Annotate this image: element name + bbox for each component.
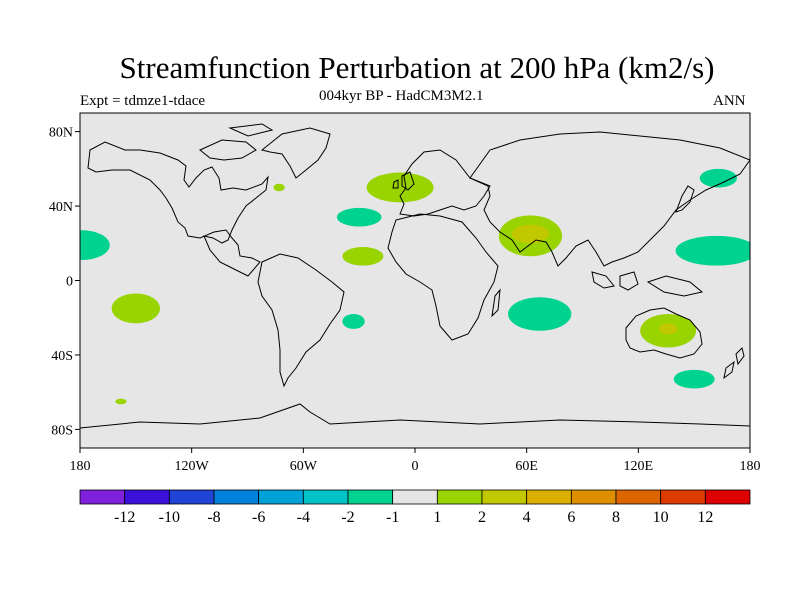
lon-tick-label: 0 xyxy=(412,459,419,474)
colorbar-swatch xyxy=(124,489,170,505)
anomaly-region-south-indian-negative xyxy=(508,297,572,331)
coastline-madagascar xyxy=(491,288,501,318)
lon-tick-label: 120W xyxy=(175,459,210,474)
colorbar-swatch xyxy=(615,489,662,505)
colorbar-label: 1 xyxy=(433,509,441,526)
map-background xyxy=(80,113,750,448)
coastline-british-isles xyxy=(392,171,415,191)
coastline-greenland xyxy=(260,127,331,179)
anomaly-layer xyxy=(80,168,750,405)
anomaly-region-south-pacific-positive xyxy=(111,293,161,324)
colorbar-label: -12 xyxy=(114,509,135,526)
coastline-arctic-islands xyxy=(199,123,274,161)
colorbar-label: -2 xyxy=(341,509,354,526)
colorbar-swatch xyxy=(704,489,751,505)
coastline-south-america xyxy=(257,253,345,388)
coastline-southeast-asia-islands xyxy=(591,271,704,297)
experiment-label: Expt = tdmze1-tdace xyxy=(80,93,206,109)
coastline-australia xyxy=(625,307,703,359)
lat-axis: 80N 40N 0 40S 80S xyxy=(49,126,80,438)
colorbar-label: -4 xyxy=(297,509,310,526)
colorbar-swatch xyxy=(258,489,304,505)
colorbar-label: 6 xyxy=(567,509,575,526)
anomaly-region-arabian-core xyxy=(511,224,549,244)
colorbar: -12 -10 -8 -6 -4 -2 -1 1 2 4 6 8 10 12 xyxy=(79,489,751,526)
lat-tick-label: 0 xyxy=(66,275,73,290)
season-label: ANN xyxy=(713,93,746,109)
anomaly-region-australia-core xyxy=(658,323,678,335)
coastline-africa xyxy=(387,213,499,341)
colorbar-swatch xyxy=(168,489,215,505)
coastline-asia xyxy=(469,131,750,267)
lon-tick-label: 60E xyxy=(515,459,538,474)
colorbar-label: 10 xyxy=(653,509,669,526)
colorbar-swatch xyxy=(213,489,260,505)
colorbar-swatch xyxy=(436,489,483,505)
lat-tick-label: 80N xyxy=(49,126,73,141)
anomaly-region-south-pacific-small-positive xyxy=(115,398,127,405)
anomaly-region-central-pacific-north-negative xyxy=(80,230,110,261)
anomaly-region-southern-ocean-negative xyxy=(673,369,715,389)
colorbar-swatch xyxy=(481,489,528,505)
anomaly-region-north-america-small-positive xyxy=(273,183,285,192)
lon-tick-label: 180 xyxy=(70,459,91,474)
colorbar-label: 12 xyxy=(697,509,713,526)
lat-tick-label: 40S xyxy=(51,349,73,364)
coastline-new-zealand xyxy=(723,347,745,380)
lon-tick-label: 120E xyxy=(624,459,654,474)
colorbar-label: -6 xyxy=(252,509,265,526)
colorbar-swatch xyxy=(570,489,617,505)
colorbar-label: -1 xyxy=(386,509,399,526)
colorbar-swatch xyxy=(526,489,572,505)
coastline-north-america xyxy=(87,141,269,277)
anomaly-region-subtropical-atlantic-north-negative xyxy=(336,207,382,227)
lat-tick-label: 80S xyxy=(51,423,73,438)
anomaly-region-south-atlantic-negative xyxy=(342,314,365,329)
colorbar-label: 2 xyxy=(478,509,486,526)
colorbar-swatch xyxy=(392,489,438,505)
colorbar-label: -8 xyxy=(207,509,220,526)
lon-axis: 180 120W 60W 0 60E 120E 180 xyxy=(70,448,761,474)
coastlines xyxy=(80,123,750,448)
anomaly-region-tropical-atlantic-north-positive xyxy=(342,246,384,266)
colorbar-swatch xyxy=(302,489,349,505)
lon-tick-label: 180 xyxy=(740,459,761,474)
colorbar-swatch xyxy=(347,489,394,505)
colorbar-label: 8 xyxy=(612,509,620,526)
colorbar-swatch xyxy=(660,489,706,505)
colorbar-label: 4 xyxy=(523,509,531,526)
anomaly-region-east-asia-negative xyxy=(699,168,737,188)
lat-tick-label: 40N xyxy=(49,200,73,215)
coastline-japan xyxy=(675,185,695,213)
colorbar-swatch xyxy=(79,489,126,505)
anomaly-region-north-atlantic-positive xyxy=(366,172,434,203)
anomaly-region-west-pacific-negative xyxy=(675,235,750,266)
subtitle: 004kyr BP - HadCM3M2.1 xyxy=(319,88,484,104)
colorbar-label: -10 xyxy=(159,509,180,526)
coastline-antarctica xyxy=(80,403,750,448)
lon-tick-label: 60W xyxy=(290,459,318,474)
page-title: Streamfunction Perturbation at 200 hPa (… xyxy=(119,50,715,85)
